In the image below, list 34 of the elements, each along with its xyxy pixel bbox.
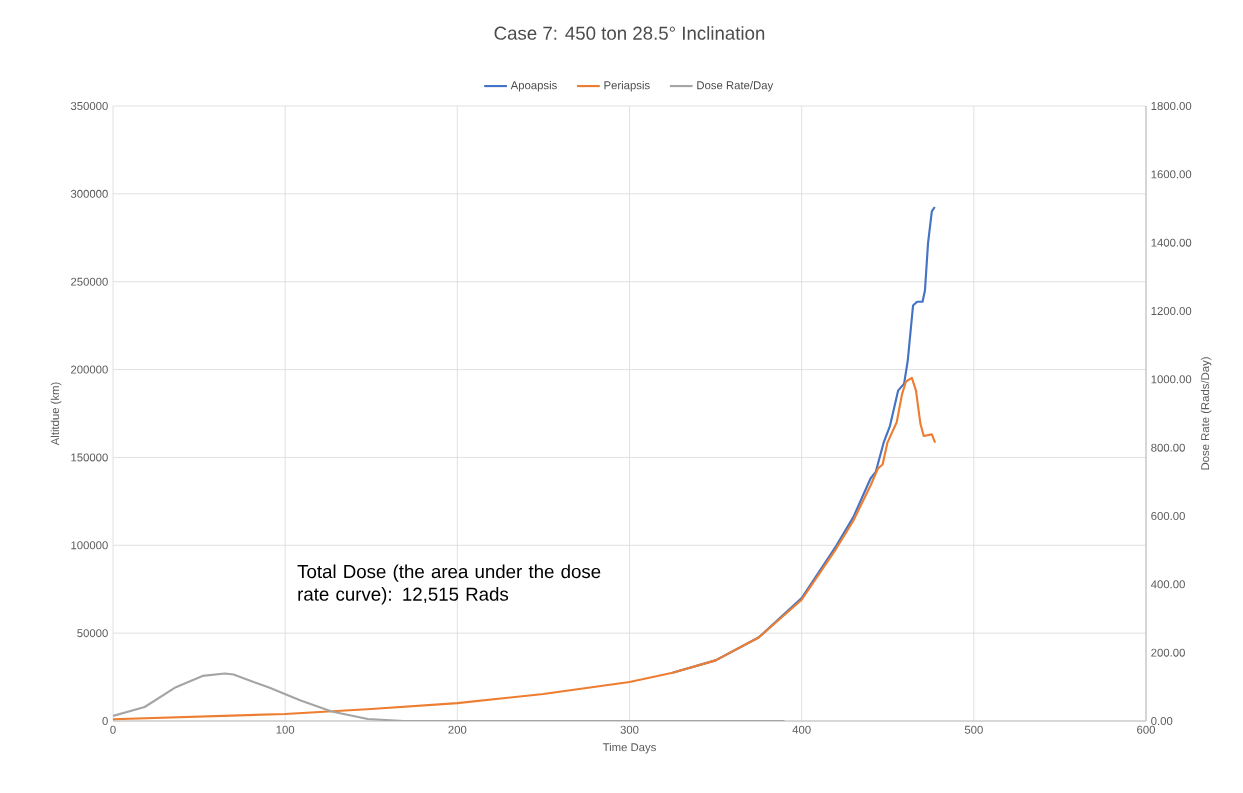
annotation: Total Dose (the area under the dose rate curve): 12,515 Rads (297, 564, 601, 605)
y2-tick-label: 0.00 (1151, 717, 1173, 726)
x-axis-title: Time Days (602, 742, 656, 754)
y2-axis-title: Dose Rate (Rads/Day) (1200, 357, 1212, 470)
y-tick-label: 150000 (71, 453, 108, 462)
y-tick-label: 200000 (71, 365, 108, 374)
x-tick-label: 500 (964, 725, 983, 734)
x-tick-label: 600 (1137, 725, 1156, 734)
y-tick-label: 100000 (71, 541, 108, 550)
x-tick-label: 0 (110, 725, 116, 734)
chart-title: Case 7: 450 ton 28.5° Inclination (494, 26, 765, 40)
x-tick-label: 100 (276, 725, 295, 734)
y2-tick-label: 1000.00 (1151, 375, 1192, 384)
y2-tick-label: 600.00 (1151, 511, 1185, 520)
legend-label: Dose Rate/Day (697, 80, 774, 92)
y2-tick-label: 1400.00 (1151, 238, 1192, 247)
x-tick-label: 400 (792, 725, 811, 734)
y-tick-label: 350000 (70, 101, 108, 110)
y-tick-label: 300000 (70, 189, 108, 198)
y2-tick-label: 1200.00 (1151, 306, 1192, 315)
legend-label: Periapsis (604, 80, 650, 92)
y2-tick-label: 200.00 (1151, 648, 1185, 657)
y2-tick-label: 1600.00 (1151, 170, 1192, 179)
legend-label: Apoapsis (510, 80, 557, 92)
y2-tick-label: 400.00 (1150, 580, 1185, 589)
y2-tick-label: 1800.00 (1151, 101, 1192, 110)
x-tick-label: 200 (448, 725, 467, 734)
y-tick-label: 0 (102, 717, 108, 726)
line-series (113, 376, 937, 721)
y-tick-label: 50000 (77, 629, 108, 638)
y2-tick-label: 800.00 (1151, 443, 1185, 452)
y-axis-title: Altitdue (km) (50, 382, 62, 446)
x-tick-label: 300 (620, 725, 639, 734)
y-tick-label: 250000 (71, 277, 108, 286)
